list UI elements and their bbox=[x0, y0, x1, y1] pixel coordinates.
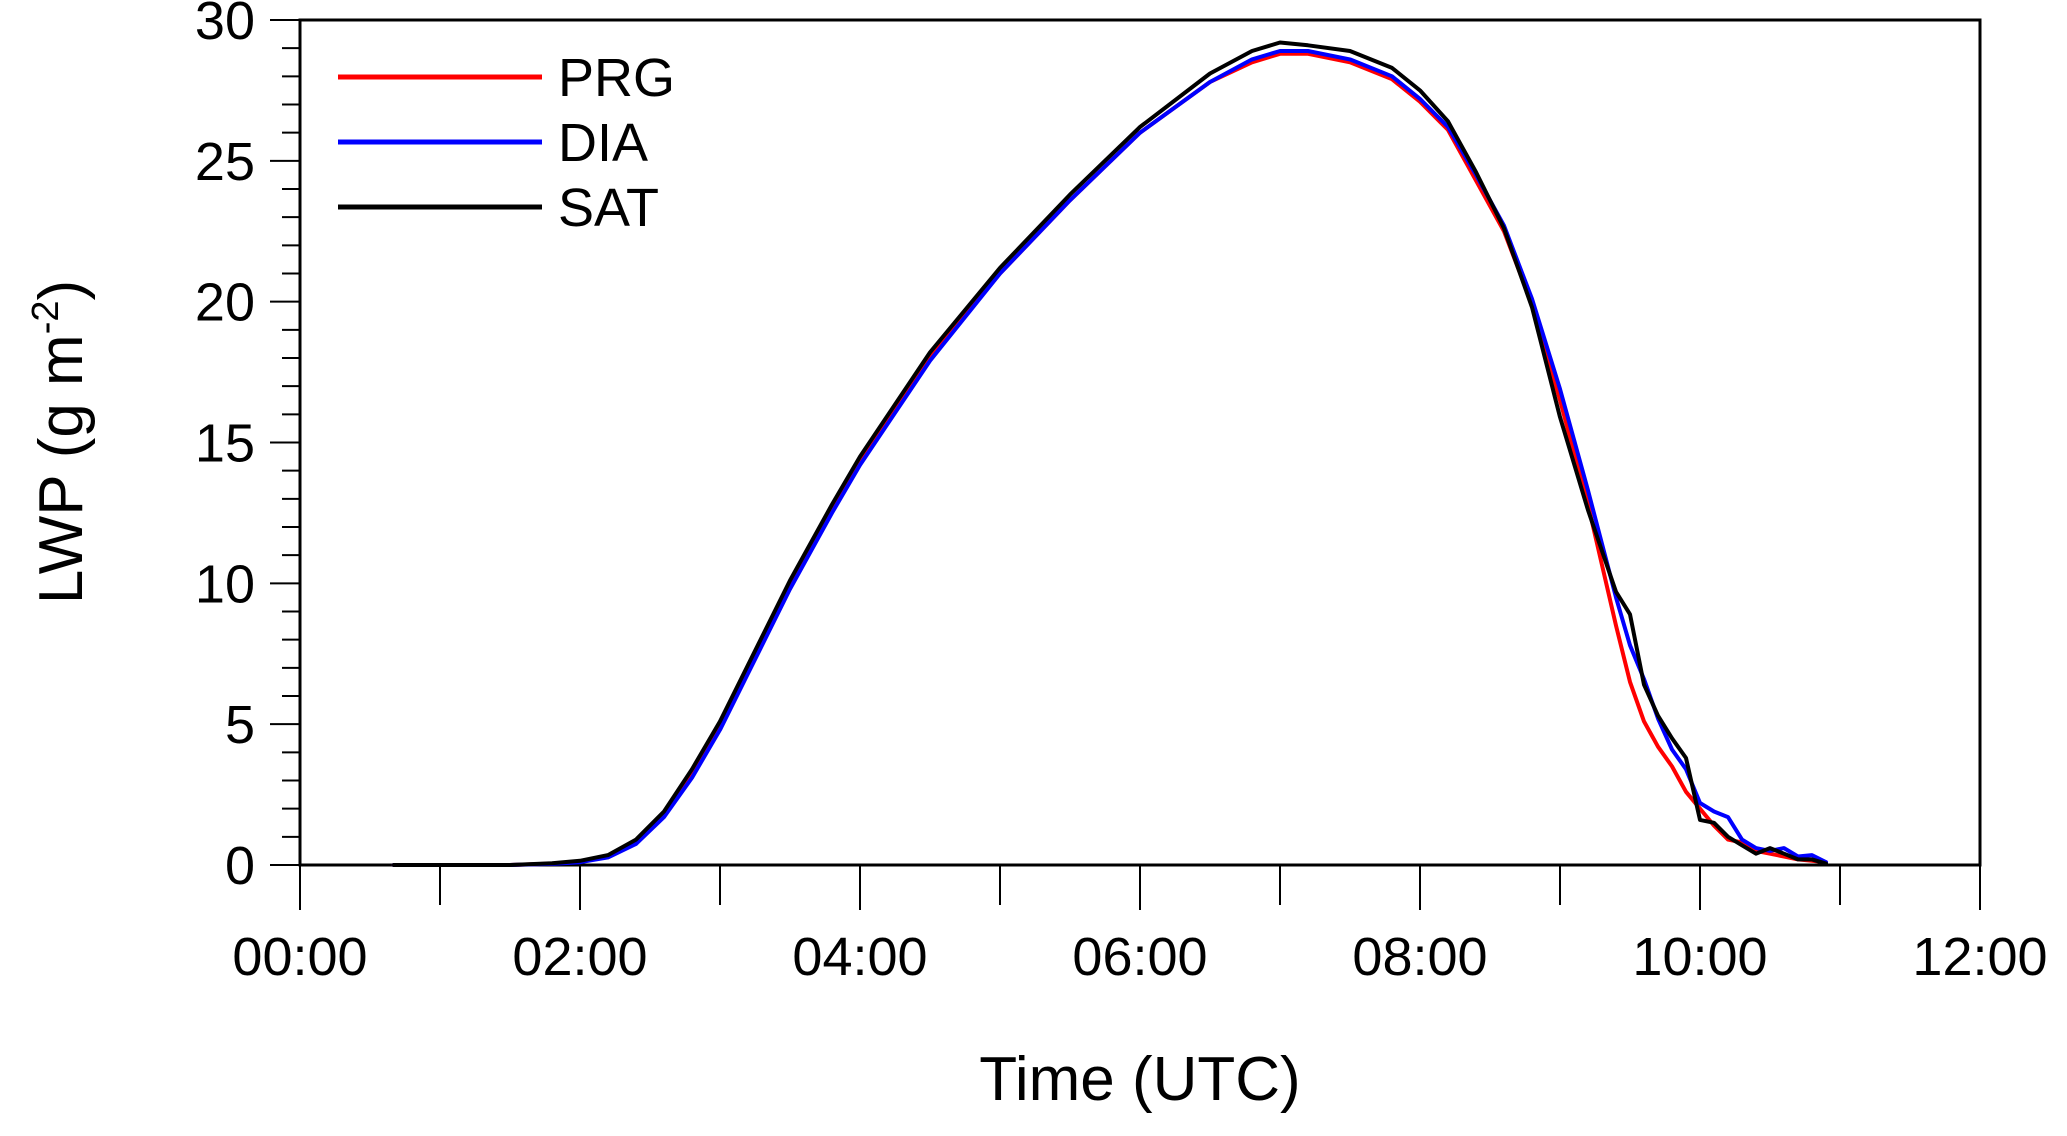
x-axis-title: Time (UTC) bbox=[979, 1045, 1300, 1114]
y-tick-label: 0 bbox=[225, 836, 255, 896]
y-axis-title: LWP (g m-2) bbox=[25, 280, 96, 604]
y-axis-title-superscript: -2 bbox=[25, 301, 67, 335]
x-axis-ticks: 00:00 02:00 04:00 06:00 08:00 10:00 12:00 bbox=[232, 865, 2048, 987]
y-axis-title-main: LWP (g m bbox=[27, 334, 96, 604]
y-axis-ticks: 0 5 10 15 20 25 30 bbox=[195, 0, 300, 896]
x-tick-label: 04:00 bbox=[792, 927, 927, 987]
series-line-prg bbox=[391, 51, 1828, 867]
y-tick-label: 30 bbox=[195, 0, 255, 51]
x-tick-label: 00:00 bbox=[232, 927, 367, 987]
legend-label-dia: DIA bbox=[558, 113, 648, 173]
x-tick-label: 06:00 bbox=[1072, 927, 1207, 987]
y-tick-label: 25 bbox=[195, 132, 255, 192]
x-tick-label: 08:00 bbox=[1352, 927, 1487, 987]
y-tick-label: 5 bbox=[225, 695, 255, 755]
x-tick-label: 12:00 bbox=[1912, 927, 2047, 987]
y-tick-label: 15 bbox=[195, 414, 255, 474]
y-tick-label: 20 bbox=[195, 273, 255, 333]
legend-label-prg: PRG bbox=[558, 48, 675, 108]
x-tick-label: 02:00 bbox=[512, 927, 647, 987]
y-tick-label: 10 bbox=[195, 554, 255, 614]
y-axis-title-close: ) bbox=[27, 280, 96, 301]
legend-label-sat: SAT bbox=[558, 178, 659, 238]
series-line-sat bbox=[391, 40, 1828, 867]
series-lines bbox=[391, 40, 1828, 867]
series-line-dia bbox=[391, 49, 1828, 867]
x-tick-label: 10:00 bbox=[1632, 927, 1767, 987]
plot-frame bbox=[298, 18, 1982, 867]
